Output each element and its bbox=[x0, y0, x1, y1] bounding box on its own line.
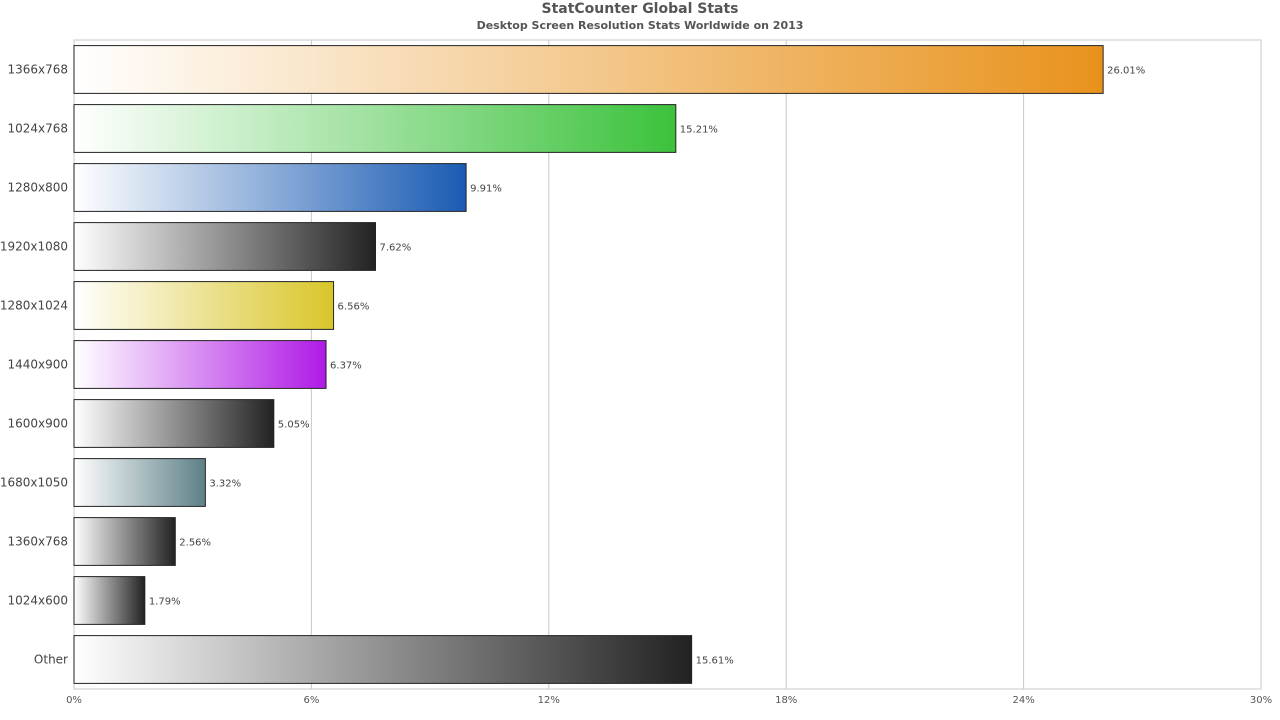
bar-1360x768 bbox=[73, 517, 176, 566]
bar-1920x1080 bbox=[73, 222, 376, 271]
bars bbox=[73, 45, 1104, 684]
y-category-label: 1680x1050 bbox=[0, 476, 68, 490]
bar-1680x1050 bbox=[73, 458, 206, 507]
bar-value-label: 2.56% bbox=[179, 538, 211, 549]
y-axis-categories: 1366x768 1024x768 1280x800 1920x1080 1280x10… bbox=[0, 63, 68, 667]
bar-value-label: 1.79% bbox=[149, 597, 181, 608]
y-category-label: 1024x768 bbox=[7, 122, 68, 136]
y-category-label: 1920x1080 bbox=[0, 240, 68, 254]
chart-title: StatCounter Global Stats bbox=[541, 1, 739, 17]
bar-1280x800 bbox=[73, 163, 467, 212]
y-category-label: Other bbox=[34, 653, 68, 667]
bar-value-label: 5.05% bbox=[278, 420, 310, 431]
x-tick-label: 0% bbox=[66, 695, 82, 706]
bar-value-label: 26.01% bbox=[1107, 66, 1145, 77]
bar-value-label: 3.32% bbox=[209, 479, 241, 490]
bar-other bbox=[73, 635, 693, 684]
data-labels: 26.01% 15.21% 9.91% 7.62% 6.56% 6.37% 5.05% 3.3… bbox=[149, 66, 1145, 667]
y-category-label: 1280x1024 bbox=[0, 299, 68, 313]
bar-value-label: 6.37% bbox=[330, 361, 362, 372]
y-category-label: 1366x768 bbox=[7, 63, 68, 77]
y-category-label: 1280x800 bbox=[7, 181, 68, 195]
bar-1366x768 bbox=[73, 45, 1104, 94]
bar-value-label: 7.62% bbox=[379, 243, 411, 254]
x-tick-label: 24% bbox=[1012, 695, 1034, 706]
bar-value-label: 15.21% bbox=[680, 125, 718, 136]
x-axis-ticks: 0% 6% 12% 18% 24% 30% bbox=[66, 695, 1272, 706]
bar-1024x768 bbox=[73, 104, 677, 153]
bar-value-label: 9.91% bbox=[470, 184, 502, 195]
x-tick-label: 30% bbox=[1250, 695, 1272, 706]
y-category-label: 1440x900 bbox=[7, 358, 68, 372]
bar-1440x900 bbox=[73, 340, 327, 389]
y-category-label: 1024x600 bbox=[7, 594, 68, 608]
x-tick-label: 6% bbox=[303, 695, 319, 706]
bar-value-label: 15.61% bbox=[696, 656, 734, 667]
bar-1280x1024 bbox=[73, 281, 335, 330]
y-category-label: 1600x900 bbox=[7, 417, 68, 431]
y-category-label: 1360x768 bbox=[7, 535, 68, 549]
x-tick-label: 12% bbox=[538, 695, 560, 706]
x-tick-label: 18% bbox=[775, 695, 797, 706]
bar-1024x600 bbox=[73, 576, 146, 625]
bar-value-label: 6.56% bbox=[338, 302, 370, 313]
bar-1600x900 bbox=[73, 399, 275, 448]
chart-subtitle: Desktop Screen Resolution Stats Worldwid… bbox=[476, 19, 804, 32]
